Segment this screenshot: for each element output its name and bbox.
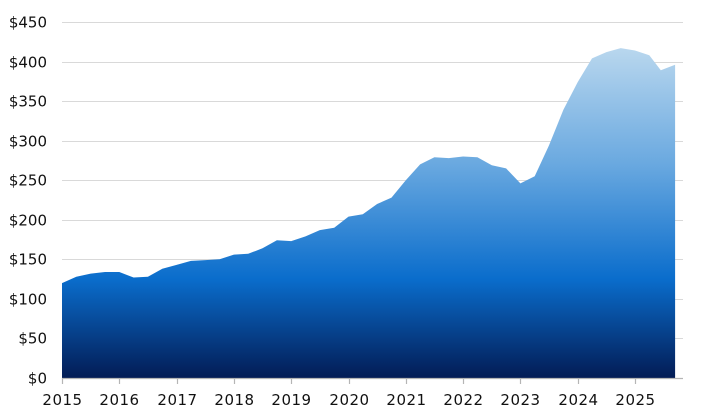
x-tick-label: 2016 <box>99 391 139 409</box>
x-axis-ticks: 2015 2016 2017 2018 2019 2020 2021 2022 2023 2024… <box>42 378 655 409</box>
x-tick-label: 2020 <box>329 391 369 409</box>
y-tick-label: $250 <box>9 172 47 190</box>
x-tick-label: 2024 <box>558 391 598 409</box>
y-tick-label: $300 <box>9 133 47 151</box>
x-tick-label: 2021 <box>386 391 426 409</box>
x-tick-label: 2015 <box>42 391 82 409</box>
y-tick-label: $350 <box>9 93 47 111</box>
x-tick-label: 2017 <box>157 391 197 409</box>
x-tick-label: 2018 <box>214 391 254 409</box>
x-tick-label: 2023 <box>500 391 540 409</box>
y-tick-label: $100 <box>9 291 47 309</box>
y-tick-label: $0 <box>28 370 47 388</box>
x-tick-label: 2025 <box>615 391 655 409</box>
y-axis-labels: $0 $50 $100 $150 $200 $250 $300 $350 $400 $450 <box>9 14 47 388</box>
y-tick-label: $200 <box>9 212 47 230</box>
y-tick-label: $450 <box>9 14 47 32</box>
y-tick-label: $150 <box>9 251 47 269</box>
x-tick-label: 2022 <box>443 391 483 409</box>
y-tick-label: $50 <box>18 330 47 348</box>
y-tick-label: $400 <box>9 54 47 72</box>
x-tick-label: 2019 <box>271 391 311 409</box>
data-area <box>62 48 676 378</box>
